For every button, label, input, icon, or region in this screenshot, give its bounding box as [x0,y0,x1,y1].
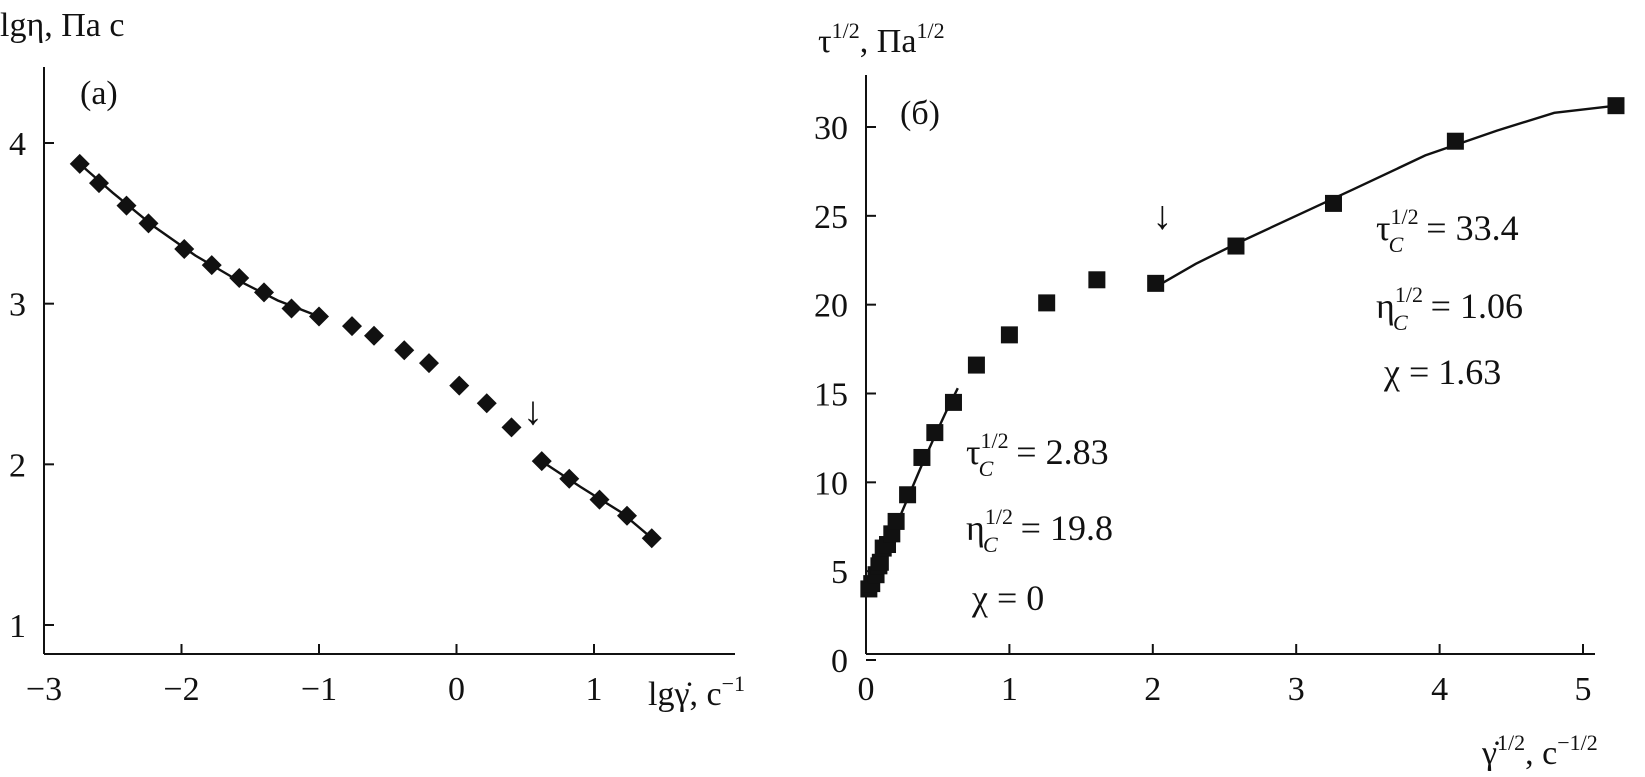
a-data-point [419,353,439,374]
b-x-tick-label: 4 [1431,671,1448,708]
a-data-point [476,393,497,414]
a-data-point [138,213,159,234]
b-data-point [1147,274,1165,292]
b-markers [860,97,1625,598]
a-y-axis-label: lgη, Па с [0,7,124,44]
a-panel-label: (a) [80,75,118,112]
annot-left-chi: χ = 0 [971,578,1044,618]
b-data-point [967,356,985,374]
b-y-tick-label: 5 [831,554,848,591]
a-y-tick-label: 4 [9,126,26,163]
b-y-tick-label: 30 [814,110,848,147]
b-data-point [1607,97,1625,115]
a-data-point [641,528,662,549]
a-data-point [89,173,109,194]
b-data-point [944,393,962,411]
a-data-point [449,375,470,396]
a-data-point [201,255,222,276]
a-y-tick-label: 3 [9,287,26,324]
a-y-tick-label: 2 [9,447,26,484]
a-data-point [559,468,580,489]
a-data-point [501,417,522,438]
a-data-point [254,282,274,303]
annot-left-tau: τ1/2 C = 2.83 [966,428,1109,481]
b-data-point [1038,294,1056,312]
a-markers [69,153,662,549]
b-fit-line [1155,104,1617,288]
annotation-right: τ1/2 C = 33.4 η1/2 C = 1.06 χ = 1.63 [1376,204,1523,392]
b-y-tick-label: 0 [831,643,848,680]
b-data-point [913,448,931,466]
b-data-point [1088,271,1106,289]
b-y-tick-label: 25 [814,199,848,236]
panel-b-chart: 0 1 2 3 4 5 0 5 10 15 20 25 30 (б) τ1/2, Па1/2 γ̇1/2… [814,18,1625,772]
b-panel-label: (б) [900,95,940,132]
b-x-tick-label: 5 [1575,671,1592,708]
annot-right-eta: η1/2 C = 1.06 [1376,282,1523,335]
a-data-point [69,153,90,174]
a-data-point [617,505,637,526]
b-x-tick-label: 2 [1144,671,1161,708]
b-y-tick-label: 20 [814,288,848,325]
a-x-tick-label: 1 [586,671,603,708]
b-data-point [871,553,889,571]
a-data-point [531,451,552,472]
b-arrow: ↓ [1152,192,1172,237]
a-data-point [116,195,137,216]
b-x-axis-label: γ̇1/2, c−1/2 [1481,730,1598,772]
b-y-axis-label: τ1/2, Па1/2 [818,18,945,60]
a-data-point [342,316,362,337]
b-data-point [1324,194,1342,212]
a-data-point [229,267,250,288]
a-data-point [364,325,384,346]
b-data-point [1000,326,1018,344]
a-data-point [174,239,195,260]
a-x-tick-label: −1 [301,671,337,708]
b-data-point [926,424,944,442]
b-data-point [1446,132,1464,150]
a-y-tick-label: 1 [9,608,26,645]
b-ticks: 0 1 2 3 4 5 0 5 10 15 20 25 30 [814,110,1592,708]
a-fit-line [78,162,320,318]
b-x-tick-label: 3 [1288,671,1305,708]
b-y-tick-label: 10 [814,465,848,502]
b-data-point [887,512,905,530]
b-x-tick-label: 1 [1001,671,1018,708]
a-data-point [281,298,302,319]
a-x-tick-label: −3 [26,671,62,708]
annot-left-eta: η1/2 C = 19.8 [966,504,1113,557]
a-data-point [309,306,329,327]
a-ticks: −3 −2 −1 0 1 1 2 3 4 [9,126,603,708]
panel-a-chart: −3 −2 −1 0 1 1 2 3 4 (a) lgη, Па с lgγ̇, c−1 ↓ [0,7,745,713]
annot-right-tau: τ1/2 C = 33.4 [1376,204,1519,257]
a-arrow: ↓ [523,388,543,433]
a-data-point [589,489,610,510]
b-x-tick-label: 0 [858,671,875,708]
a-x-tick-label: −2 [163,671,199,708]
a-data-point [394,340,415,361]
annot-right-chi: χ = 1.63 [1383,352,1501,392]
annotation-left: τ1/2 C = 2.83 η1/2 C = 19.8 χ = 0 [966,428,1113,618]
a-x-tick-label: 0 [448,671,465,708]
b-y-tick-label: 15 [814,377,848,414]
a-x-axis-label: lgγ̇, c−1 [648,671,745,713]
b-data-point [899,486,917,504]
b-data-point [1227,237,1245,255]
